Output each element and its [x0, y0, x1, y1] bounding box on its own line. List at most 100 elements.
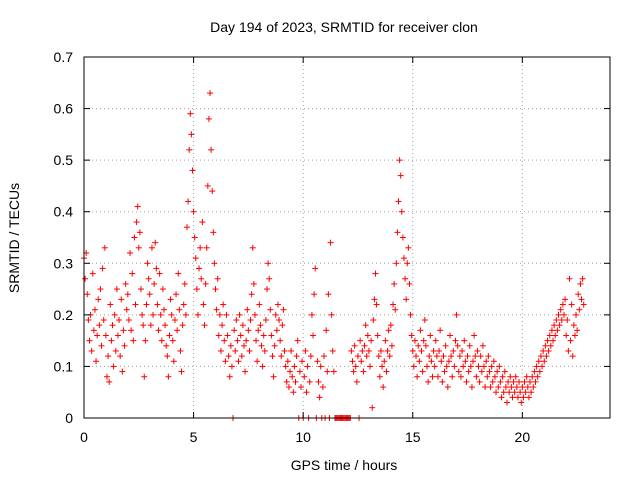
data-point: [465, 368, 472, 375]
data-point: [478, 368, 485, 375]
data-point: [542, 342, 549, 349]
data-point: [89, 270, 96, 277]
data-point: [237, 332, 244, 339]
data-point: [175, 270, 182, 277]
data-point: [330, 368, 337, 375]
data-point: [484, 373, 491, 380]
data-point: [268, 332, 275, 339]
data-point: [444, 384, 451, 391]
data-point: [507, 373, 514, 380]
y-tick-label: 0.7: [54, 49, 74, 65]
data-point: [350, 368, 357, 375]
data-point: [552, 332, 559, 339]
data-point: [442, 342, 449, 349]
data-point: [351, 342, 358, 349]
data-point: [408, 332, 415, 339]
data-point: [363, 353, 370, 360]
data-point: [202, 280, 209, 287]
data-point: [447, 332, 454, 339]
data-point: [107, 301, 114, 308]
data-point: [452, 337, 459, 344]
data-point: [312, 265, 319, 272]
data-point: [278, 353, 285, 360]
data-point: [247, 317, 254, 324]
data-point: [113, 286, 120, 293]
data-point: [570, 322, 577, 329]
data-point: [468, 384, 475, 391]
data-point: [198, 275, 205, 282]
data-point: [530, 384, 537, 391]
data-point: [381, 358, 388, 365]
data-point: [99, 265, 106, 272]
data-point: [203, 244, 210, 251]
data-point: [121, 342, 128, 349]
data-point: [302, 347, 309, 354]
data-point: [519, 384, 526, 391]
data-point: [166, 332, 173, 339]
y-tick-label: 0.6: [54, 101, 74, 117]
data-point: [116, 317, 123, 324]
data-point: [578, 296, 585, 303]
y-tick-label: 0.2: [54, 307, 74, 323]
data-point: [514, 394, 521, 401]
data-point: [440, 353, 447, 360]
data-point: [453, 311, 460, 318]
data-point: [140, 322, 147, 329]
data-point: [290, 389, 297, 396]
data-point: [455, 368, 462, 375]
data-point: [528, 389, 535, 396]
data-point: [250, 280, 257, 287]
data-point: [151, 280, 158, 287]
data-point: [390, 301, 397, 308]
data-point: [520, 394, 527, 401]
data-point: [98, 342, 105, 349]
data-point: [256, 301, 263, 308]
data-point: [349, 358, 356, 365]
data-point: [405, 244, 412, 251]
data-point: [569, 353, 576, 360]
data-point: [246, 347, 253, 354]
data-point: [462, 358, 469, 365]
data-point: [499, 373, 506, 380]
data-point: [483, 358, 490, 365]
data-point: [184, 224, 191, 231]
data-point: [199, 219, 206, 226]
data-point: [102, 332, 109, 339]
data-point: [399, 234, 406, 241]
data-point: [398, 208, 405, 215]
data-point: [156, 270, 163, 277]
data-point: [306, 378, 313, 385]
data-point: [271, 342, 278, 349]
data-point: [200, 301, 207, 308]
data-point: [571, 332, 578, 339]
data-point: [373, 301, 380, 308]
data-point: [262, 317, 269, 324]
data-point: [310, 332, 317, 339]
data-point: [404, 260, 411, 267]
data-point: [474, 347, 481, 354]
data-point: [221, 337, 228, 344]
data-point: [556, 322, 563, 329]
data-point: [411, 337, 418, 344]
data-point: [88, 347, 95, 354]
data-point: [197, 244, 204, 251]
data-point: [283, 378, 290, 385]
data-point: [255, 327, 262, 334]
data-point: [315, 378, 322, 385]
data-point: [512, 373, 519, 380]
data-point: [559, 301, 566, 308]
data-point: [427, 332, 434, 339]
data-point: [360, 368, 367, 375]
data-point: [215, 332, 222, 339]
data-point: [276, 317, 283, 324]
data-point: [242, 368, 249, 375]
data-point: [201, 322, 208, 329]
data-point: [394, 229, 401, 236]
data-point: [393, 260, 400, 267]
data-point: [117, 353, 124, 360]
data-point: [362, 322, 369, 329]
data-point: [249, 244, 256, 251]
data-point: [231, 327, 238, 334]
data-point: [191, 234, 198, 241]
data-point: [486, 368, 493, 375]
